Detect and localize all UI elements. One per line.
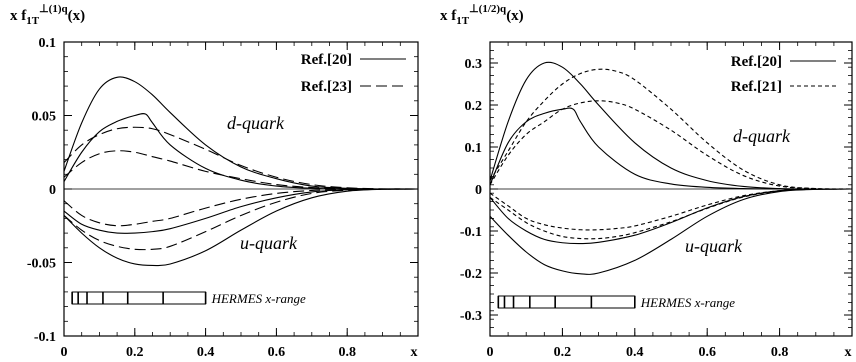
legend-label: Ref.[23] [301,79,352,95]
y-tick-label: -0.1 [460,225,482,240]
panel-right: x f1T⊥(1/2)q(x) -0.3 -0.2 -0.1 0 0.1 0.2 0.3 0 0… [440,3,853,360]
x-tick-label: 0.4 [626,345,644,360]
x-tick-label: 0 [487,345,494,360]
x-tick-label: 0.4 [197,345,215,360]
series-line-solid [63,113,418,190]
legend-label: Ref.[21] [731,79,782,95]
y-tick-label: 0 [475,183,482,198]
y-tick-label: -0.05 [27,257,56,272]
x-tick-label: 0 [61,345,68,360]
u-quark-label-left: u-quark [240,233,298,253]
series-line-long-dash [63,188,419,227]
series-line-solid [63,76,419,190]
y-tick-label: -0.1 [34,330,56,345]
d-quark-label-left: d-quark [227,113,285,133]
series-line-solid [63,188,419,234]
x-tick-label: 0.2 [126,345,144,360]
series-line-long-dash [63,126,419,190]
hermes-range-label: HERMES x-range [640,295,735,310]
hermes-range-box [497,295,636,309]
series-line-long-dash [63,150,419,190]
series-line-solid [489,188,853,275]
x-axis-label: x [845,345,852,360]
u-quark-label-right: u-quark [685,236,743,256]
y-tick-label: 0.05 [32,110,57,125]
panel-left: x f1T⊥(1)q(x) -0.1 -0.05 0 0.05 0.1 0 0.2 0.4 0.… [10,3,419,360]
x-tick-label: 0.2 [554,345,572,360]
hermes-range-box [71,291,207,305]
legend-label: Ref.[20] [301,52,352,68]
x-axis-label: x [411,345,418,360]
series-line-short-dash [489,68,853,190]
d-quark-label-right: d-quark [733,126,791,146]
y-axis-label-left: x f1T⊥(1)q(x) [10,3,85,27]
series-line-solid [63,188,419,267]
x-tick-label: 0.6 [698,345,716,360]
hermes-range-label: HERMES x-range [211,291,306,306]
y-tick-label: 0 [49,183,56,198]
series-line-short-dash [489,100,853,190]
y-tick-label: 0.1 [39,36,57,51]
x-tick-label: 0.6 [268,345,286,360]
y-tick-label: 0.2 [465,99,483,114]
series-line-solid [489,107,852,190]
series-line-short-dash [489,188,853,240]
series-line-solid [489,61,853,190]
y-axis-label-right: x f1T⊥(1/2)q(x) [440,3,524,27]
legend-label: Ref.[20] [731,54,782,70]
series-line-long-dash [63,188,419,251]
y-tick-label: 0.3 [465,57,483,72]
y-tick-label: -0.2 [460,267,482,282]
y-tick-label: -0.3 [460,309,482,324]
x-tick-label: 0.8 [771,345,789,360]
x-tick-label: 0.8 [338,345,356,360]
y-tick-label: 0.1 [465,141,483,156]
series-line-short-dash [489,188,853,231]
